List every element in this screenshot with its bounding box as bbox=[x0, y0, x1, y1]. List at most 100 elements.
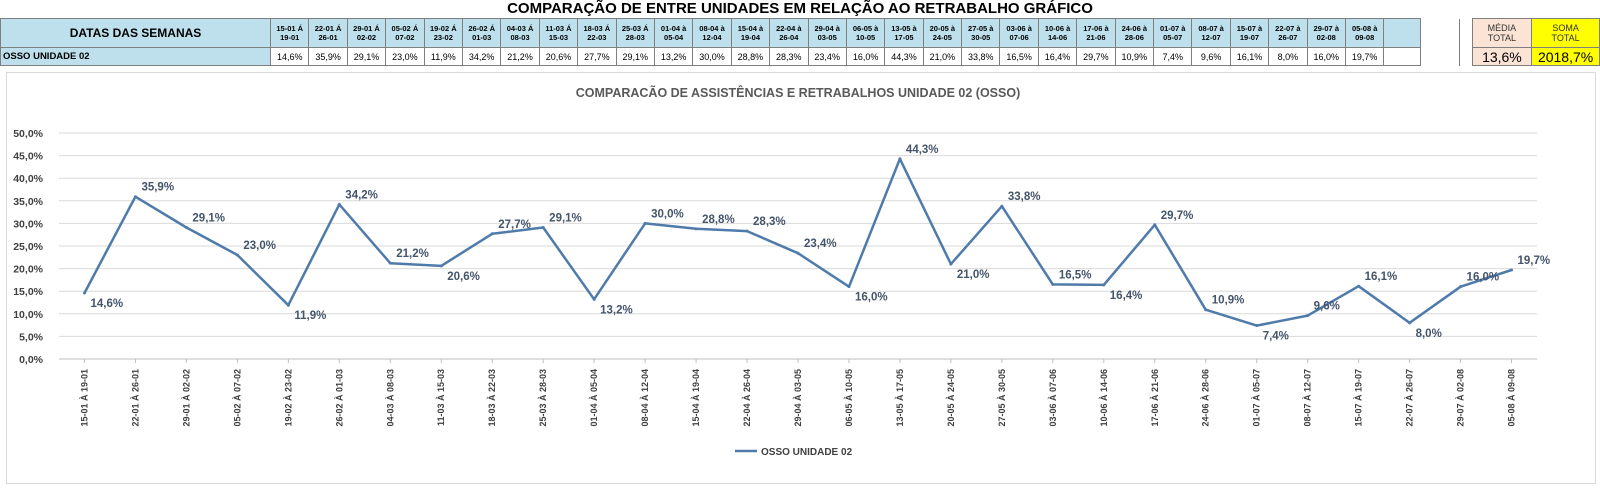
data-point bbox=[592, 297, 596, 301]
data-label: 16,4% bbox=[1110, 290, 1143, 302]
x-tick-label: 25-03 À 28-03 bbox=[538, 369, 548, 427]
data-point bbox=[541, 225, 545, 229]
value-cell: 19,7% bbox=[1344, 47, 1385, 66]
week-start-label: 29-07 à bbox=[1313, 24, 1339, 33]
week-header-cell: 17-06 à 21-06 bbox=[1076, 18, 1116, 48]
soma-total-header: SOMA TOTAL bbox=[1531, 18, 1600, 48]
value-cell: 10,9% bbox=[1114, 47, 1155, 66]
data-point bbox=[1255, 324, 1259, 328]
data-label: 9,6% bbox=[1314, 301, 1340, 313]
x-tick-label: 04-03 À 08-03 bbox=[385, 369, 395, 427]
x-tick-label: 15-07 À 19-07 bbox=[1354, 369, 1364, 427]
x-tick-label: 18-03 À 22-03 bbox=[487, 369, 497, 427]
y-tick-label: 15,0% bbox=[13, 286, 43, 298]
y-tick-label: 5,0% bbox=[19, 331, 44, 343]
week-end-label: 08-03 bbox=[510, 33, 530, 42]
week-header-cell: 25-03 Á 28-03 bbox=[615, 18, 655, 48]
data-point bbox=[286, 303, 290, 307]
week-start-label: 22-01 Á bbox=[314, 24, 342, 33]
data-label: 20,6% bbox=[447, 271, 480, 283]
data-point bbox=[1510, 268, 1514, 272]
week-end-label: 26-04 bbox=[779, 33, 799, 42]
week-start-label: 18-03 Á bbox=[583, 24, 611, 33]
week-start-label: 03-06 à bbox=[1006, 24, 1032, 33]
y-tick-label: 50,0% bbox=[13, 128, 43, 140]
weekly-summary-table: DATAS DAS SEMANAS 15-01 Á 19-01 22-01 Á 26-… bbox=[0, 18, 1600, 66]
week-end-label: 21-06 bbox=[1086, 33, 1106, 42]
x-tick-label: 05-02 À 07-02 bbox=[232, 369, 242, 427]
value-cell: 28,3% bbox=[769, 47, 809, 66]
week-header-cell: 08-04 à 12-04 bbox=[692, 18, 732, 48]
x-tick-label: 29-07 À 02-08 bbox=[1456, 369, 1466, 427]
data-label: 16,1% bbox=[1365, 271, 1398, 283]
week-start-label: 05-08 à bbox=[1351, 24, 1378, 33]
y-tick-label: 45,0% bbox=[13, 151, 43, 163]
week-end-label: 26-07 bbox=[1278, 33, 1298, 42]
week-header-cell: 19-02 Á 23-02 bbox=[423, 18, 463, 48]
week-end-label: 23-02 bbox=[433, 33, 453, 42]
week-start-label: 08-04 à bbox=[699, 24, 725, 33]
value-cell: 23,4% bbox=[807, 47, 847, 66]
week-header-cell: 10-06 à 14-06 bbox=[1037, 18, 1078, 48]
table-header-row: DATAS DAS SEMANAS 15-01 Á 19-01 22-01 Á 26-… bbox=[0, 18, 1600, 48]
week-end-label: 09-08 bbox=[1355, 33, 1375, 42]
x-tick-label: 15-04 À 19-04 bbox=[691, 369, 701, 427]
week-end-label: 10-05 bbox=[855, 33, 876, 42]
value-cell: 21,0% bbox=[922, 47, 963, 66]
data-point bbox=[439, 264, 443, 268]
week-header-cell: 03-06 à 07-06 bbox=[999, 18, 1039, 48]
data-point bbox=[694, 227, 698, 231]
x-tick-label: 11-03 À 15-03 bbox=[436, 369, 446, 426]
data-point bbox=[1357, 284, 1361, 288]
x-tick-label: 17-06 À 21-06 bbox=[1150, 369, 1160, 427]
value-cell: 13,2% bbox=[653, 47, 694, 66]
week-start-label: 22-07 à bbox=[1275, 24, 1301, 33]
week-header-cell: 22-01 Á 26-01 bbox=[308, 18, 348, 48]
week-end-label: 14-06 bbox=[1047, 33, 1068, 42]
x-tick-label: 29-01 À 02-02 bbox=[181, 369, 191, 427]
week-header-cell: 06-05 à 10-05 bbox=[845, 18, 886, 48]
data-label: 10,9% bbox=[1212, 295, 1245, 307]
data-point bbox=[82, 291, 86, 295]
x-tick-label: 27-05 À 30-05 bbox=[997, 369, 1007, 427]
data-label: 16,0% bbox=[1467, 272, 1500, 284]
value-cell: 23,0% bbox=[385, 47, 425, 66]
data-label: 29,7% bbox=[1161, 210, 1194, 222]
week-header-cell: 01-07 à 05-07 bbox=[1153, 18, 1193, 48]
week-end-label: 28-03 bbox=[625, 33, 645, 42]
value-cell: 16,5% bbox=[999, 47, 1039, 66]
data-label: 27,7% bbox=[498, 219, 531, 231]
media-total-value: 13,6% bbox=[1471, 47, 1533, 66]
data-point bbox=[796, 251, 800, 255]
x-tick-label: 19-02 À 23-02 bbox=[283, 369, 293, 427]
dates-header-label: DATAS DAS SEMANAS bbox=[0, 18, 272, 48]
data-label: 44,3% bbox=[906, 144, 939, 156]
value-cell: 16,0% bbox=[845, 47, 886, 66]
x-tick-label: 22-07 À 26-07 bbox=[1405, 369, 1415, 427]
week-start-label: 22-04 à bbox=[776, 24, 802, 33]
week-header-cell: 26-02 Á 01-03 bbox=[461, 18, 502, 48]
spacer-cell bbox=[1459, 18, 1473, 48]
chart-area: COMPARACÃO DE ASSISTÊNCIAS E RETRABALHOS… bbox=[6, 72, 1596, 484]
week-end-label: 19-07 bbox=[1239, 33, 1260, 42]
spacer-cell bbox=[1420, 47, 1461, 66]
data-point bbox=[1153, 223, 1157, 227]
value-cell: 27,7% bbox=[577, 47, 617, 66]
week-header-cell: 15-07 à 19-07 bbox=[1229, 18, 1270, 48]
x-tick-label: 06-05 À 10-05 bbox=[844, 369, 854, 427]
value-cell: 44,3% bbox=[884, 47, 924, 66]
week-start-label: 24-06 à bbox=[1121, 24, 1148, 33]
week-end-label: 02-08 bbox=[1316, 33, 1336, 42]
week-end-label: 12-04 bbox=[702, 33, 722, 42]
x-tick-label: 29-04 À 03-05 bbox=[793, 369, 803, 427]
x-tick-label: 08-07 À 12-07 bbox=[1303, 369, 1313, 427]
data-point bbox=[1051, 282, 1055, 286]
week-header-cell: 29-01 Á 02-02 bbox=[346, 18, 387, 48]
week-start-label: 26-02 Á bbox=[468, 24, 496, 33]
week-start-label: 15-07 à bbox=[1236, 24, 1263, 33]
soma-header-line2: TOTAL bbox=[1551, 33, 1580, 43]
blank-value-cell bbox=[1383, 47, 1422, 66]
x-tick-label: 26-02 À 01-03 bbox=[334, 369, 344, 427]
value-cell: 9,6% bbox=[1191, 47, 1231, 66]
value-cell: 16,1% bbox=[1229, 47, 1270, 66]
